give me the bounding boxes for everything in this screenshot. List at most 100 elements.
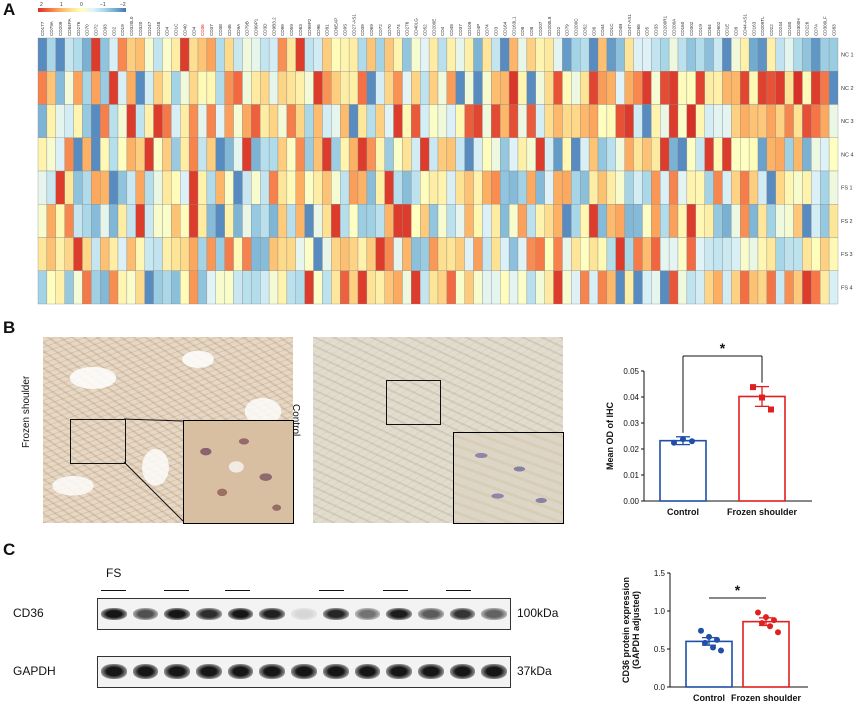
y-tick-label: 1.5	[654, 569, 666, 578]
gene-label: CD83	[831, 24, 836, 36]
bar-frozen-shoulder	[742, 620, 790, 688]
gene-label: CD300H	[796, 18, 801, 36]
panel-label-a: A	[3, 0, 16, 19]
gene-label: CD180	[787, 21, 792, 36]
blot-band	[322, 664, 349, 679]
bar-control	[685, 640, 733, 688]
gene-label: CD44-AS1	[742, 14, 747, 36]
y-axis-title: CD36 protein expression(GAPDH adjusted)	[621, 577, 641, 683]
gene-label: CD276	[76, 21, 81, 36]
gene-label: CD163	[751, 21, 756, 36]
gene-label: CD83	[298, 24, 303, 36]
gene-label: CD84PA	[67, 18, 72, 36]
gene-label: CD1C	[609, 23, 614, 36]
cd36-blot	[97, 598, 511, 630]
panel-label-b: B	[3, 318, 16, 337]
gene-label: CD52	[422, 24, 427, 36]
category-label: Control	[693, 693, 725, 703]
gene-label: CD276	[405, 21, 410, 36]
gene-label: CD70	[387, 24, 392, 36]
gene-label: CD164	[502, 21, 507, 36]
gene-label: CD302	[689, 21, 694, 36]
blot-band	[259, 608, 286, 620]
gene-label: CD72	[94, 24, 99, 36]
gene-label: CD209	[58, 21, 63, 36]
blot-band	[132, 664, 159, 679]
gene-label: CD3	[494, 26, 499, 36]
blot-band	[417, 608, 444, 620]
data-point	[718, 647, 724, 654]
data-point	[759, 620, 765, 627]
legend-tick: −1	[100, 2, 106, 8]
gene-label: CD99	[280, 24, 285, 36]
blot-band	[417, 664, 444, 679]
gene-label: CD1C	[174, 23, 179, 36]
gene-label: CD99P1	[254, 18, 259, 36]
gene-label: CD5	[645, 26, 650, 36]
y-tick-label: 0.00	[623, 497, 639, 506]
gene-label: CD320L0	[129, 16, 134, 36]
gene-label: CD74	[396, 24, 401, 36]
gene-label: CD177	[40, 21, 45, 36]
blot-band	[196, 608, 222, 620]
gene-label: CD320	[138, 21, 143, 36]
data-point	[680, 436, 686, 443]
gene-label: CD247	[147, 21, 152, 36]
gene-label: CD27-AS1	[351, 14, 356, 36]
cd36-kda-marker: 100kDa	[517, 606, 559, 620]
fs-group-label: FS	[106, 566, 122, 580]
blot-band	[164, 664, 191, 679]
gene-label: CD200E	[431, 19, 436, 36]
gene-label: CD200C	[574, 18, 579, 36]
gene-label: CD8	[734, 26, 739, 36]
y-tick-label: 0.5	[654, 645, 666, 654]
panel-label-c: C	[3, 540, 16, 559]
gapdh-row-label: GAPDH	[13, 664, 56, 678]
gene-label: CD59	[289, 24, 294, 36]
sample-label: FS 1	[841, 186, 853, 192]
sample-label: FS 3	[841, 252, 853, 258]
gene-label: CD4P	[476, 24, 481, 36]
sample-label: NC 1	[841, 53, 854, 59]
gene-label: CD46	[227, 24, 232, 36]
legend-tick: 0	[80, 2, 83, 8]
gene-label: CD2	[111, 26, 116, 36]
legend-tick: 1	[60, 2, 63, 8]
gene-label: CD40LG	[414, 18, 419, 36]
ihc-od-chart: 0.00 0.01 0.02 0.03 0.04 0.05 Mean OD of IHC Co…	[605, 340, 812, 517]
gene-label: CD36	[200, 24, 205, 36]
significance-star: *	[735, 582, 741, 598]
heatmap: 2 1 0 −1 −2 CD177 CD79A CD209 CD84PA CD276 CD70 CD7…	[37, 2, 854, 305]
gene-label: CD39	[360, 24, 365, 36]
ihc-control-inset	[453, 432, 564, 524]
gene-label: CD109	[467, 21, 472, 36]
data-point	[759, 394, 765, 401]
data-point	[767, 623, 773, 630]
roi-box-fs	[70, 419, 126, 464]
gene-label: CD40	[182, 24, 187, 36]
gene-label: CD248	[156, 21, 161, 36]
gene-label: CD37	[209, 24, 214, 36]
gene-label: CD4B	[618, 24, 623, 36]
gene-label: CD8	[520, 26, 525, 36]
sample-label: FS 4	[841, 285, 853, 291]
gene-label: CD93	[102, 24, 107, 36]
y-tick-label: 0.05	[623, 367, 639, 376]
gene-label: CD19	[120, 24, 125, 36]
gene-label: CD2	[556, 26, 561, 36]
blot-band	[227, 608, 254, 620]
blot-band	[449, 664, 476, 679]
gene-label: CD74	[485, 24, 490, 36]
gene-label: CD4	[191, 26, 196, 36]
blot-band	[101, 664, 127, 679]
blot-band	[132, 608, 159, 620]
y-axis-title: Mean OD of IHC	[605, 402, 615, 471]
gene-label: CD163L1	[511, 16, 516, 36]
y-tick-label: 0.03	[623, 419, 639, 428]
gene-label: CD79	[565, 24, 570, 36]
gene-label: CD226	[805, 21, 810, 36]
blot-band	[227, 664, 254, 679]
gene-label: CD1E	[725, 24, 730, 36]
gene-label: CD81	[325, 24, 330, 36]
